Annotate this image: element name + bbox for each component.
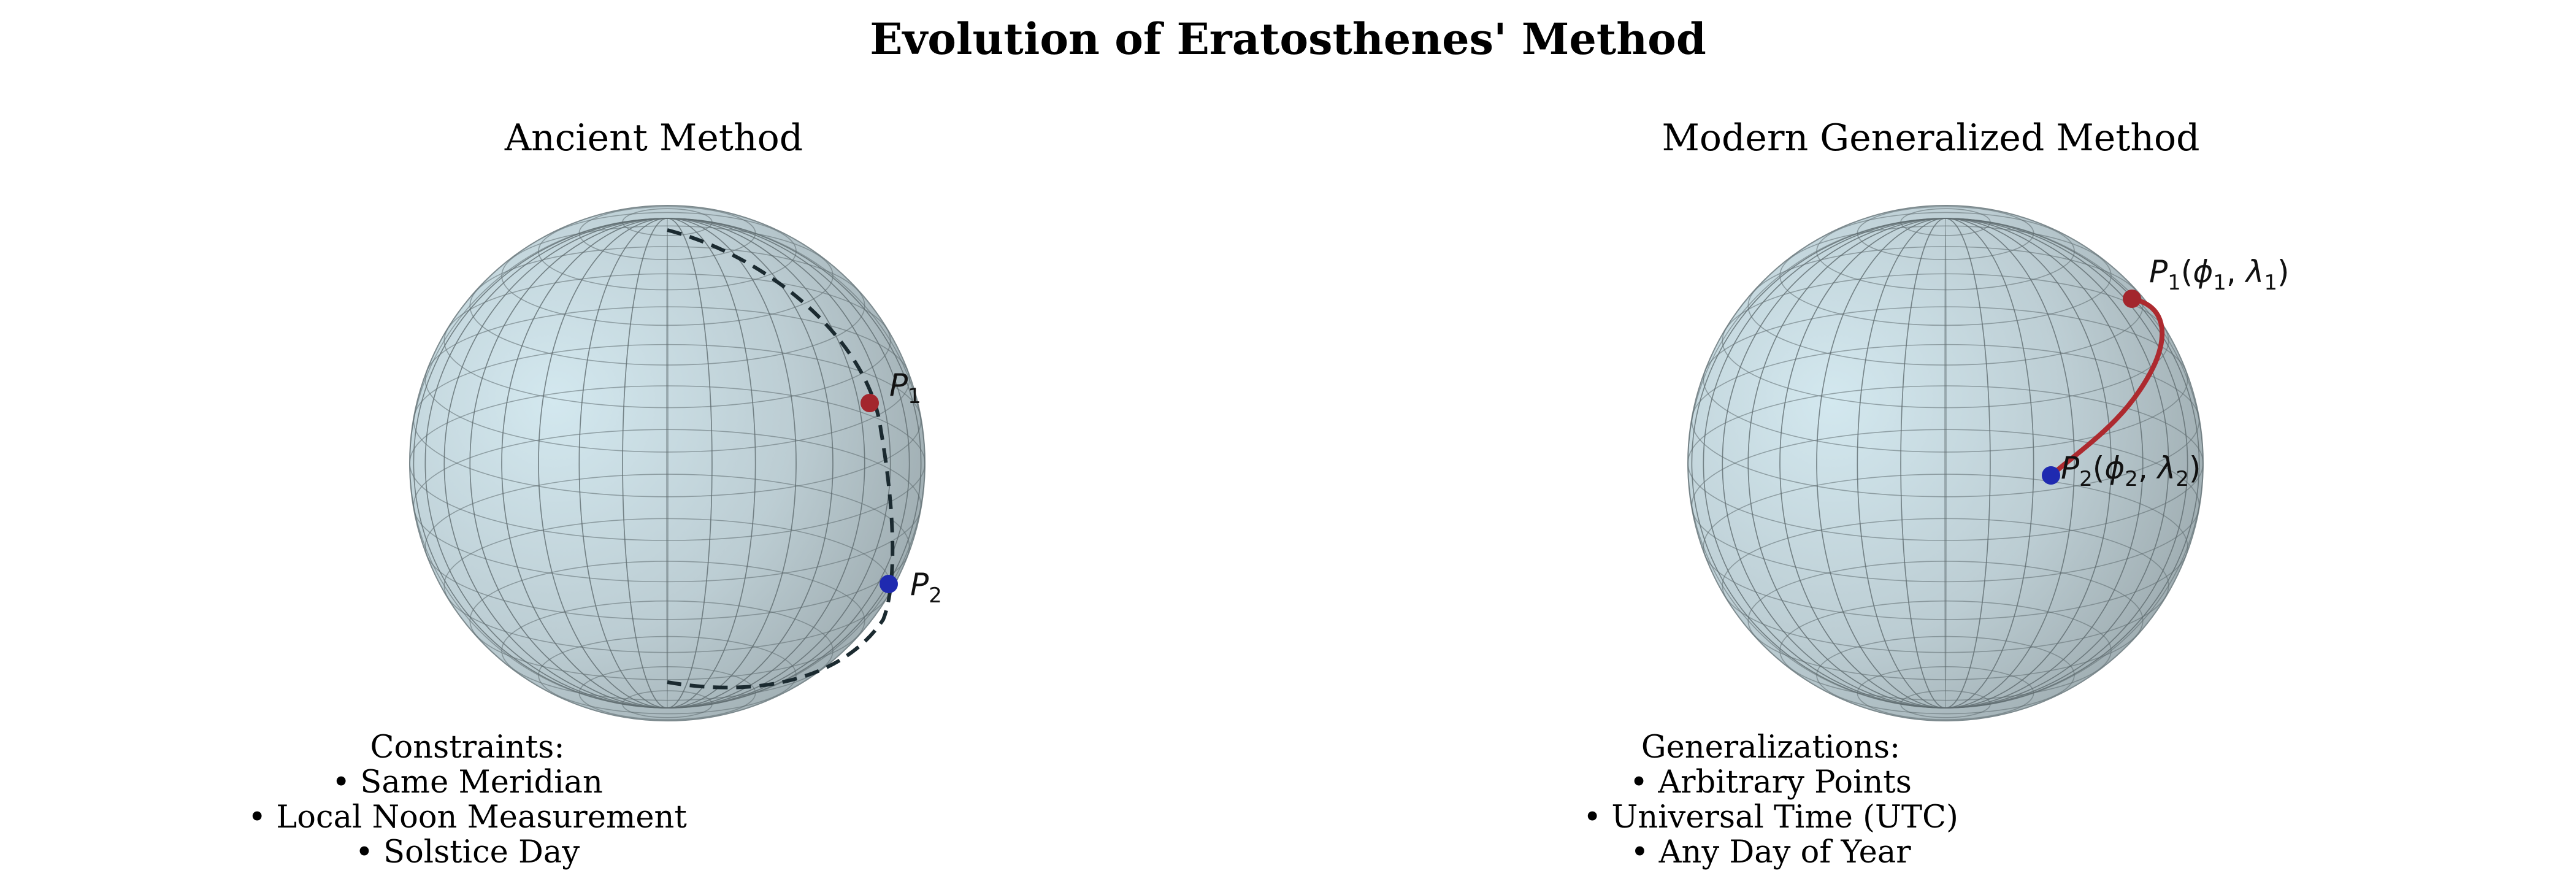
- modern-point-p2: [2042, 466, 2060, 485]
- ancient-meridian-path: [667, 228, 895, 689]
- ancient-globe: P1 P2: [409, 205, 942, 721]
- figure-title: Evolution of Eratosthenes' Method: [870, 13, 1706, 64]
- ancient-panel-title: Ancient Method: [504, 117, 803, 159]
- modern-label-p2: P2(ϕ2, λ2): [2061, 450, 2201, 491]
- ancient-label-p1: P1: [889, 367, 921, 409]
- ancient-point-p2: [880, 575, 898, 593]
- generalization-item: • Any Day of Year: [1630, 834, 1911, 870]
- constraint-item: • Solstice Day: [355, 834, 580, 870]
- modern-point-p1: [2123, 290, 2141, 308]
- modern-graticule: [1688, 206, 2203, 720]
- latitude-line: [1688, 385, 2203, 541]
- latitude-line: [410, 385, 925, 541]
- meridian-line: [413, 218, 922, 709]
- modern-label-p1: P1(ϕ1, λ1): [2149, 254, 2289, 295]
- ancient-constraints: Constraints: • Same Meridian • Local Noo…: [130, 730, 805, 870]
- modern-globe: P1(ϕ1, λ1) P2(ϕ2, λ2): [1687, 205, 2289, 721]
- constraint-item: • Same Meridian: [332, 764, 603, 801]
- ancient-point-p1: [861, 394, 879, 412]
- ancient-label-p2: P2: [910, 567, 942, 608]
- generalization-item: • Arbitrary Points: [1630, 764, 1912, 801]
- ancient-graticule: [410, 206, 925, 720]
- meridian-line: [1691, 218, 2200, 709]
- modern-panel-title: Modern Generalized Method: [1662, 117, 2200, 159]
- constraints-heading: Constraints:: [370, 729, 565, 766]
- modern-great-circle-path: [2049, 296, 2165, 478]
- generalization-item: • Universal Time (UTC): [1583, 799, 1958, 835]
- modern-generalizations: Generalizations: • Arbitrary Points • Un…: [1433, 730, 2108, 870]
- generalizations-heading: Generalizations:: [1641, 729, 1901, 766]
- constraint-item: • Local Noon Measurement: [248, 799, 687, 835]
